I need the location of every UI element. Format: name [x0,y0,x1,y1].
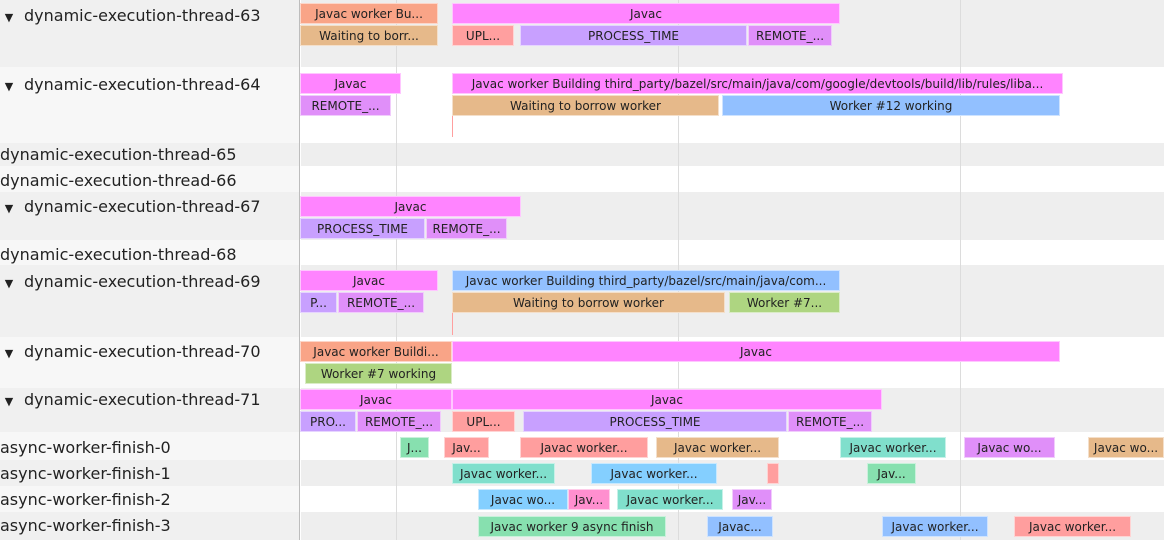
track-label[interactable]: ▼ dynamic-execution-thread-69 [0,273,261,293]
trace-slice[interactable]: Jav... [568,489,610,510]
trace-slice[interactable]: PROCESS_TIME [520,25,747,46]
trace-slice[interactable]: Javac [300,270,438,291]
track-background [0,192,299,240]
trace-slice[interactable]: Javac [300,73,401,94]
track-label[interactable]: dynamic-execution-thread-68 [0,246,237,264]
track-name: dynamic-execution-thread-71 [24,390,261,409]
trace-slice[interactable]: Jav... [444,437,489,458]
track-name: async-worker-finish-2 [0,490,171,509]
track-label[interactable]: dynamic-execution-thread-65 [0,146,237,164]
trace-slice[interactable]: Javac... [707,516,773,537]
expand-toggle-icon[interactable]: ▼ [4,395,14,408]
trace-slice[interactable]: REMOTE_... [788,411,872,432]
trace-slice[interactable]: Javac worker 9 async finish [478,516,666,537]
trace-slice[interactable]: Javac worker Bu... [300,3,438,24]
trace-slice[interactable]: REMOTE_... [748,25,832,46]
track-name: dynamic-execution-thread-67 [24,197,261,216]
track-label[interactable]: ▼ dynamic-execution-thread-71 [0,391,261,411]
track-background [0,143,299,166]
track-background [0,512,299,540]
trace-slice[interactable]: Worker #7 working [305,363,452,384]
track-label[interactable]: ▼ dynamic-execution-thread-63 [0,7,261,27]
track-label[interactable]: async-worker-finish-2 [0,491,171,509]
trace-slice[interactable]: Javac [300,389,452,410]
trace-slice[interactable]: Jav... [867,463,916,484]
trace-slice[interactable]: Javac worker... [882,516,988,537]
trace-slice[interactable]: Javac [300,196,521,217]
trace-slice[interactable]: Jav... [732,489,772,510]
trace-slice[interactable]: Worker #12 working [722,95,1060,116]
expand-toggle-icon[interactable]: ▼ [4,11,14,24]
expand-toggle-icon[interactable]: ▼ [4,277,14,290]
trace-slice[interactable]: Javac worker... [840,437,946,458]
trace-slice[interactable]: Javac worker... [452,463,555,484]
track-name: dynamic-execution-thread-66 [0,171,237,190]
trace-slice[interactable]: Waiting to borrow worker [452,95,719,116]
trace-slice[interactable]: Javac wo... [478,489,568,510]
trace-slice[interactable]: Javac worker... [617,489,723,510]
track-name: dynamic-execution-thread-64 [24,75,261,94]
track-background [0,265,299,337]
trace-slice[interactable]: Javac [452,389,882,410]
trace-slice[interactable]: Javac [452,341,1060,362]
track-name: async-worker-finish-3 [0,516,171,535]
trace-slice[interactable]: PRO... [300,411,356,432]
track-name: dynamic-execution-thread-65 [0,145,237,164]
trace-slice[interactable]: Javac worker... [591,463,717,484]
trace-slice[interactable]: UPL... [452,25,514,46]
trace-slice[interactable]: REMOTE_... [426,218,507,239]
trace-slice[interactable]: Javac wo... [964,437,1055,458]
flow-line [452,116,453,137]
flow-line [452,313,453,335]
trace-slice[interactable]: Javac worker Buildi... [300,341,452,362]
trace-slice[interactable]: Waiting to borr... [300,25,438,46]
track-name: dynamic-execution-thread-68 [0,245,237,264]
trace-slice[interactable]: P... [300,292,337,313]
track-labels-panel: ▼ dynamic-execution-thread-63 ▼ dynamic-exe… [0,0,300,540]
trace-slice[interactable]: Javac worker Building third_party/bazel/… [452,270,840,291]
track-background [0,460,299,486]
trace-slice[interactable]: Javac worker... [520,437,648,458]
trace-slice[interactable]: UPL... [452,411,515,432]
trace-slice[interactable]: Javac worker Building third_party/bazel/… [452,73,1063,94]
track-label[interactable]: ▼ dynamic-execution-thread-64 [0,76,261,96]
track-background [301,143,1164,166]
expand-toggle-icon[interactable]: ▼ [4,347,14,360]
trace-slice[interactable]: Javac worker... [1014,516,1131,537]
expand-toggle-icon[interactable]: ▼ [4,80,14,93]
track-label[interactable]: async-worker-finish-1 [0,465,171,483]
expand-toggle-icon[interactable]: ▼ [4,202,14,215]
trace-slice[interactable]: Javac wo... [1088,437,1164,458]
trace-slice[interactable]: Javac worker... [656,437,779,458]
track-label[interactable]: async-worker-finish-3 [0,517,171,535]
trace-slice[interactable]: PROCESS_TIME [523,411,787,432]
trace-slice[interactable]: Worker #7... [729,292,840,313]
track-label[interactable]: ▼ dynamic-execution-thread-67 [0,198,261,218]
trace-slice[interactable]: PROCESS_TIME [300,218,425,239]
trace-slice[interactable] [767,463,779,484]
track-background [301,460,1164,486]
track-name: dynamic-execution-thread-69 [24,272,261,291]
track-background [0,0,299,67]
trace-slice[interactable]: Javac [452,3,840,24]
trace-slice[interactable]: REMOTE_... [300,95,391,116]
track-background [0,388,299,432]
trace-slice[interactable]: REMOTE_... [338,292,424,313]
track-label[interactable]: ▼ dynamic-execution-thread-70 [0,343,261,363]
track-name: async-worker-finish-0 [0,438,171,457]
track-name: dynamic-execution-thread-63 [24,6,261,25]
trace-slice[interactable]: REMOTE_... [357,411,441,432]
time-grid-line [960,0,961,540]
track-label[interactable]: async-worker-finish-0 [0,439,171,457]
trace-slice[interactable]: Waiting to borrow worker [452,292,725,313]
track-name: dynamic-execution-thread-70 [24,342,261,361]
track-name: async-worker-finish-1 [0,464,171,483]
timeline-tracks[interactable]: Javac worker Bu... Waiting to borr... Java… [300,0,1164,540]
track-label[interactable]: dynamic-execution-thread-66 [0,172,237,190]
trace-slice[interactable]: J... [400,437,429,458]
